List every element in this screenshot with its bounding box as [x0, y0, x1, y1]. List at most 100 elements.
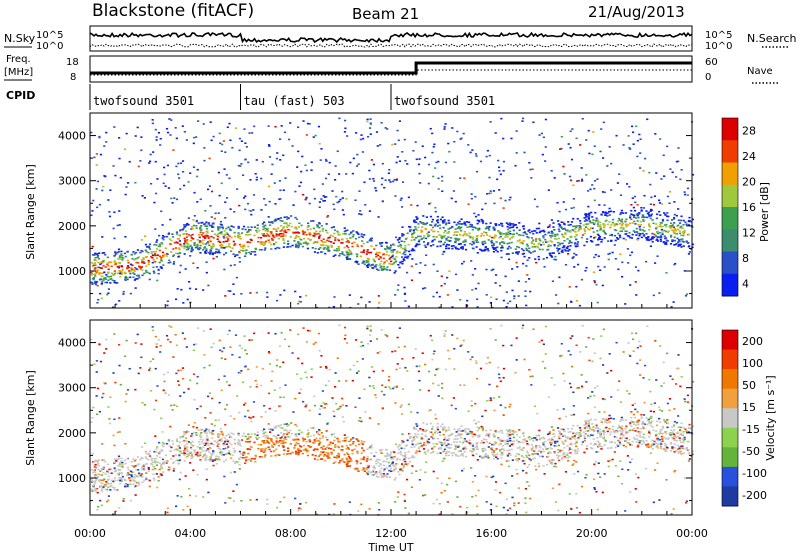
power-cell — [398, 160, 402, 163]
velocity-cell — [172, 462, 175, 465]
power-cell — [683, 231, 686, 234]
velocity-cell — [200, 441, 203, 443]
power-cell — [471, 247, 475, 250]
power-cell — [483, 240, 486, 243]
power-cell — [665, 241, 668, 244]
velocity-cell — [547, 396, 550, 398]
velocity-cell — [619, 420, 622, 423]
nsearch-trace — [89, 43, 693, 48]
velocity-cell — [474, 475, 477, 477]
power-cell — [651, 240, 654, 243]
velocity-cell — [401, 454, 405, 457]
velocity-cell — [131, 471, 134, 474]
velocity-cell — [505, 460, 508, 462]
velocity-cell — [572, 424, 575, 427]
power-cell — [659, 214, 662, 216]
power-cell — [445, 245, 448, 248]
power-cell — [148, 278, 151, 281]
velocity-cell — [319, 453, 322, 456]
power-cell — [152, 151, 155, 153]
power-cell — [240, 163, 243, 165]
power-cell — [345, 240, 348, 243]
power-cell — [365, 265, 369, 267]
power-cell — [414, 141, 417, 143]
velocity-cell — [394, 350, 397, 352]
velocity-cell — [382, 470, 385, 472]
velocity-cell — [179, 369, 183, 372]
velocity-cell — [224, 447, 228, 450]
velocity-cell — [649, 445, 652, 448]
power-cell — [610, 224, 613, 226]
nsky-tick-low: 10^0 — [36, 41, 63, 52]
power-cell — [678, 240, 681, 243]
power-cell — [397, 139, 400, 142]
power-cell — [116, 272, 120, 275]
velocity-cell — [453, 438, 456, 441]
velocity-cell — [665, 432, 668, 435]
power-cell — [506, 248, 510, 250]
power-cell — [145, 246, 149, 248]
power-cell — [95, 188, 98, 190]
power-cell — [300, 238, 303, 241]
power-cell — [599, 228, 603, 230]
velocity-cell — [369, 325, 372, 327]
power-cell — [658, 202, 662, 204]
velocity-cell — [457, 450, 460, 452]
power-cell — [462, 240, 465, 243]
power-cell — [106, 262, 109, 265]
power-cell — [450, 197, 453, 200]
velocity-cell — [388, 386, 391, 388]
velocity-cell — [560, 354, 563, 357]
power-cell — [210, 224, 213, 227]
power-cell — [346, 258, 349, 260]
power-cell — [685, 241, 688, 243]
power-cell — [341, 253, 344, 255]
power-cell — [262, 244, 265, 246]
power-cell — [687, 220, 690, 223]
velocity-cell — [463, 437, 466, 440]
velocity-cell — [485, 438, 488, 441]
power-cell — [106, 293, 109, 296]
power-cell — [295, 235, 298, 237]
power-cell — [219, 220, 223, 223]
velocity-cell — [517, 440, 520, 443]
velocity-cell — [648, 422, 651, 425]
power-cell — [224, 252, 228, 254]
power-cell — [558, 252, 561, 255]
velocity-cell — [102, 392, 105, 395]
power-cell — [256, 224, 259, 227]
velocity-cell — [195, 426, 199, 429]
velocity-cell — [478, 427, 481, 430]
power-cell — [474, 215, 478, 218]
power-cell — [362, 250, 365, 253]
power-cell — [528, 251, 531, 253]
power-cell — [384, 127, 387, 129]
power-cell — [202, 235, 205, 238]
power-cell — [321, 230, 324, 232]
power-cell — [169, 134, 172, 136]
power-cell — [330, 226, 333, 229]
power-cell — [264, 224, 267, 227]
power-cell — [431, 239, 434, 242]
power-cell — [650, 196, 653, 199]
power-cell — [131, 257, 134, 260]
velocity-cell — [379, 470, 382, 472]
power-cell — [365, 253, 368, 255]
velocity-cell — [199, 451, 202, 454]
power-cell — [546, 240, 549, 243]
power-cell — [282, 239, 285, 242]
velocity-cell — [408, 436, 412, 438]
power-cell — [385, 253, 388, 256]
velocity-cell — [628, 392, 631, 395]
power-cell — [685, 293, 688, 296]
velocity-cell — [599, 431, 602, 433]
velocity-cell — [297, 453, 300, 456]
power-cell — [165, 235, 169, 238]
velocity-cell — [436, 477, 439, 480]
velocity-cell — [598, 442, 602, 445]
velocity-cell — [591, 391, 594, 393]
power-cell — [448, 270, 451, 273]
velocity-cell — [375, 451, 378, 454]
power-cell — [129, 263, 133, 266]
velocity-cell — [536, 412, 539, 415]
